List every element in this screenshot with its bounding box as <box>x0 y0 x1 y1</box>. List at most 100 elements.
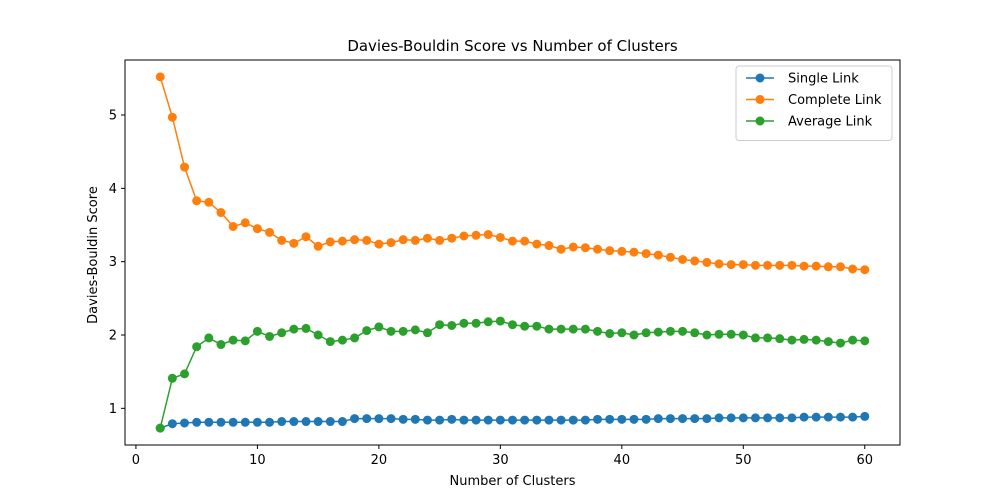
data-point-single-link <box>337 417 347 427</box>
data-point-complete-link <box>398 235 408 245</box>
data-point-average-link <box>508 320 517 330</box>
data-point-single-link <box>702 414 712 424</box>
data-point-complete-link <box>653 250 663 260</box>
data-point-single-link <box>629 414 639 424</box>
data-point-complete-link <box>787 260 797 270</box>
data-point-average-link <box>799 334 809 344</box>
data-point-complete-link <box>593 244 603 254</box>
data-point-complete-link <box>532 239 542 249</box>
data-point-complete-link <box>605 246 615 256</box>
data-point-single-link <box>799 412 809 422</box>
data-point-single-link <box>605 414 615 424</box>
data-point-single-link <box>435 415 445 425</box>
data-point-average-link <box>665 326 675 336</box>
data-point-single-link <box>544 415 554 425</box>
data-point-complete-link <box>471 230 481 240</box>
legend-label-average-link: Average Link <box>788 115 873 130</box>
data-point-single-link <box>787 413 797 423</box>
data-point-complete-link <box>374 239 384 249</box>
data-point-complete-link <box>678 254 688 264</box>
legend-marker-single-link <box>755 73 765 83</box>
data-point-average-link <box>422 328 432 338</box>
data-point-single-link <box>556 415 566 425</box>
x-tick-label: 30 <box>492 453 509 468</box>
data-point-complete-link <box>726 260 736 270</box>
data-point-complete-link <box>180 162 190 172</box>
data-point-average-link <box>483 317 493 327</box>
data-point-average-link <box>714 329 724 339</box>
data-point-average-link <box>495 316 505 326</box>
x-axis-label: Number of Clusters <box>450 474 576 489</box>
data-point-complete-link <box>301 232 311 242</box>
axes: 0 10 20 30 40 50 60 1 2 3 4 5 <box>109 59 901 468</box>
series-complete-link <box>155 72 870 275</box>
data-point-single-link <box>508 415 517 425</box>
data-point-single-link <box>167 419 177 429</box>
legend-marker-complete-link <box>755 95 765 104</box>
data-point-average-link <box>738 330 748 340</box>
data-point-complete-link <box>410 235 420 245</box>
data-point-single-link <box>641 414 651 424</box>
data-point-complete-link <box>313 241 323 251</box>
data-point-complete-link <box>337 236 347 246</box>
data-point-average-link <box>848 335 858 345</box>
data-point-complete-link <box>520 236 530 246</box>
data-point-single-link <box>204 417 214 427</box>
data-point-average-link <box>180 369 190 379</box>
data-point-average-link <box>410 325 420 335</box>
data-point-complete-link <box>167 112 177 122</box>
series-average-link <box>155 316 870 433</box>
legend-label-single-link: Single Link <box>788 72 859 87</box>
data-point-complete-link <box>690 256 700 266</box>
data-point-complete-link <box>617 246 627 256</box>
data-point-single-link <box>678 414 688 424</box>
y-tick-label: 4 <box>109 182 117 197</box>
data-point-complete-link <box>738 260 748 270</box>
data-point-complete-link <box>386 238 396 248</box>
data-point-complete-link <box>422 233 432 243</box>
data-point-average-link <box>459 318 469 328</box>
data-point-complete-link <box>835 262 845 272</box>
data-point-average-link <box>641 328 651 338</box>
data-point-average-link <box>350 333 360 343</box>
data-point-average-link <box>544 324 554 334</box>
data-point-average-link <box>775 334 785 344</box>
data-point-single-link <box>726 413 736 423</box>
data-point-single-link <box>252 417 262 427</box>
data-point-complete-link <box>350 235 360 245</box>
data-point-complete-link <box>192 196 202 206</box>
axes-frame <box>124 59 901 446</box>
data-point-average-link <box>398 326 408 336</box>
x-tick-label: 0 <box>132 453 140 468</box>
data-point-complete-link <box>544 241 554 251</box>
data-point-complete-link <box>823 262 833 272</box>
data-point-average-link <box>568 324 578 334</box>
y-tick-label: 5 <box>109 109 117 124</box>
data-point-average-link <box>653 327 663 337</box>
data-point-average-link <box>447 320 457 330</box>
data-point-average-link <box>835 338 845 348</box>
legend: Single Link Complete Link Average Link <box>735 65 893 141</box>
data-point-single-link <box>665 414 675 424</box>
legend-box <box>735 65 893 141</box>
data-point-complete-link <box>447 233 457 243</box>
data-point-average-link <box>471 318 481 328</box>
x-tick-label: 20 <box>371 453 388 468</box>
data-point-average-link <box>811 335 821 345</box>
data-point-complete-link <box>665 252 675 262</box>
data-point-complete-link <box>483 230 493 240</box>
data-point-average-link <box>167 373 177 383</box>
data-point-complete-link <box>702 257 712 267</box>
data-point-complete-link <box>240 218 250 228</box>
data-point-average-link <box>301 323 311 333</box>
data-point-complete-link <box>265 227 275 237</box>
data-point-single-link <box>289 417 299 427</box>
data-point-single-link <box>520 415 530 425</box>
data-point-single-link <box>277 417 287 427</box>
data-point-single-link <box>459 415 469 425</box>
data-point-average-link <box>313 330 323 340</box>
data-point-single-link <box>362 414 372 424</box>
data-point-average-link <box>787 335 797 345</box>
chart-title: Davies-Bouldin Score vs Number of Cluste… <box>347 37 678 55</box>
data-point-complete-link <box>848 264 858 274</box>
